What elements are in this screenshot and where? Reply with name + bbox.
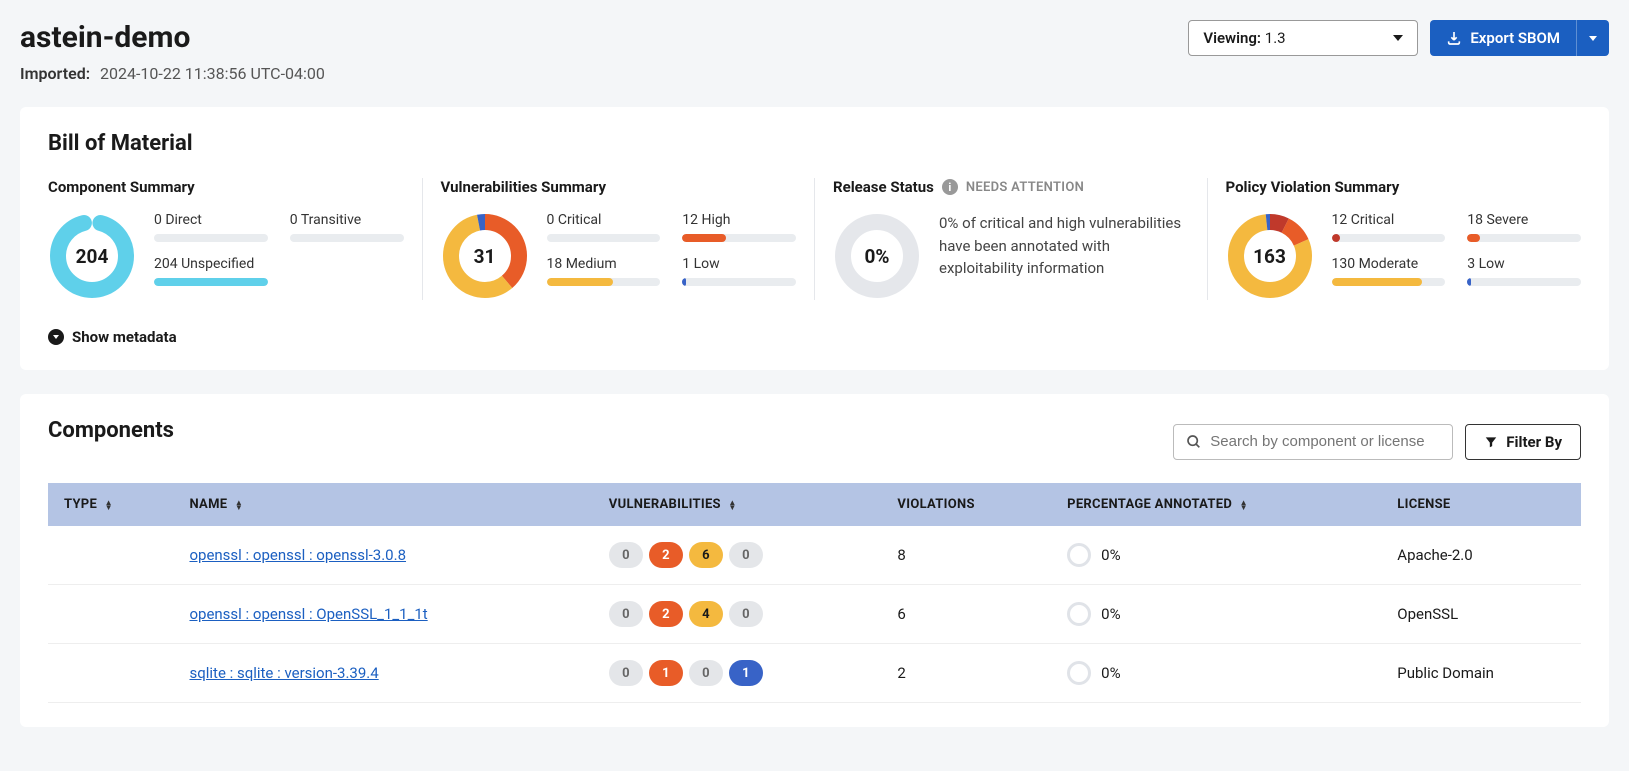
vuln-pill: 1 bbox=[649, 660, 683, 686]
vulnerabilities-summary-block: Vulnerabilities Summary 31 0 Critical 12 … bbox=[423, 178, 815, 300]
license-cell: Public Domain bbox=[1381, 644, 1581, 703]
metric: 130 Moderate bbox=[1332, 256, 1446, 286]
vuln-pill: 2 bbox=[649, 542, 683, 568]
column-header[interactable]: PERCENTAGE ANNOTATED ▲▼ bbox=[1051, 483, 1381, 526]
vuln-donut: 31 bbox=[441, 212, 529, 300]
component-search[interactable] bbox=[1173, 424, 1453, 460]
imported-timestamp: 2024-10-22 11:38:56 UTC-04:00 bbox=[100, 64, 325, 83]
table-header-row: TYPE ▲▼NAME ▲▼VULNERABILITIES ▲▼VIOLATIO… bbox=[48, 483, 1581, 526]
sort-icon: ▲▼ bbox=[1240, 500, 1248, 510]
release-status-badge: NEEDS ATTENTION bbox=[966, 180, 1084, 195]
component-link[interactable]: openssl : openssl : OpenSSL_1_1_1t bbox=[189, 605, 427, 623]
column-header[interactable]: NAME ▲▼ bbox=[173, 483, 592, 526]
component-link[interactable]: sqlite : sqlite : version-3.39.4 bbox=[189, 664, 378, 682]
column-header[interactable]: TYPE ▲▼ bbox=[48, 483, 173, 526]
vuln-pill: 2 bbox=[649, 601, 683, 627]
table-row: openssl : openssl : openssl-3.0.8026080%… bbox=[48, 526, 1581, 585]
export-sbom-button[interactable]: Export SBOM bbox=[1430, 20, 1609, 56]
metric: 12 Critical bbox=[1332, 212, 1446, 242]
search-icon bbox=[1186, 434, 1202, 450]
release-status-block: Release Status i NEEDS ATTENTION 0% 0% o… bbox=[815, 178, 1207, 300]
vuln-pill: 0 bbox=[609, 542, 643, 568]
vuln-pill: 0 bbox=[609, 601, 643, 627]
page-title: astein-demo bbox=[20, 20, 190, 55]
vuln-pill: 1 bbox=[729, 660, 763, 686]
components-title: Components bbox=[48, 418, 174, 443]
pct-value: 0% bbox=[1101, 605, 1120, 623]
export-label: Export SBOM bbox=[1470, 29, 1560, 47]
type-cell bbox=[48, 585, 173, 644]
component-summary-block: Component Summary 204 0 Direct 0 Transiti… bbox=[48, 178, 422, 300]
pct-ring-icon bbox=[1067, 661, 1091, 685]
viewing-value: 1.3 bbox=[1265, 29, 1286, 47]
column-header: VIOLATIONS bbox=[881, 483, 1051, 526]
policy-violation-block: Policy Violation Summary 163 12 Critical… bbox=[1208, 178, 1582, 300]
sort-icon: ▲▼ bbox=[728, 500, 736, 510]
chevron-down-icon bbox=[48, 329, 64, 345]
vuln-pill: 0 bbox=[609, 660, 643, 686]
sort-icon: ▲▼ bbox=[105, 500, 113, 510]
type-cell bbox=[48, 526, 173, 585]
metric: 18 Severe bbox=[1467, 212, 1581, 242]
vuln-pill: 0 bbox=[729, 601, 763, 627]
release-status-title: Release Status bbox=[833, 178, 934, 196]
download-icon bbox=[1446, 30, 1462, 46]
bill-of-material-card: Bill of Material Component Summary 204 0… bbox=[20, 107, 1609, 370]
policy-summary-title: Policy Violation Summary bbox=[1226, 178, 1582, 196]
pct-value: 0% bbox=[1101, 546, 1120, 564]
components-table: TYPE ▲▼NAME ▲▼VULNERABILITIES ▲▼VIOLATIO… bbox=[48, 483, 1581, 703]
vuln-summary-title: Vulnerabilities Summary bbox=[441, 178, 797, 196]
component-summary-title: Component Summary bbox=[48, 178, 404, 196]
pct-ring-icon bbox=[1067, 543, 1091, 567]
vuln-pill: 0 bbox=[689, 660, 723, 686]
metric: 0 Transitive bbox=[290, 212, 404, 242]
show-metadata-toggle[interactable]: Show metadata bbox=[48, 328, 1581, 346]
vuln-pill: 0 bbox=[729, 542, 763, 568]
column-header: LICENSE bbox=[1381, 483, 1581, 526]
chevron-down-icon bbox=[1589, 36, 1597, 41]
chevron-down-icon bbox=[1393, 35, 1403, 41]
pct-value: 0% bbox=[1101, 664, 1120, 682]
version-select[interactable]: Viewing: 1.3 bbox=[1188, 20, 1418, 56]
policy-donut: 163 bbox=[1226, 212, 1314, 300]
metric: 3 Low bbox=[1467, 256, 1581, 286]
violations-cell: 6 bbox=[881, 585, 1051, 644]
imported-label: Imported: bbox=[20, 64, 90, 83]
sort-icon: ▲▼ bbox=[235, 500, 243, 510]
filter-by-button[interactable]: Filter By bbox=[1465, 424, 1581, 460]
metric: 0 Critical bbox=[547, 212, 661, 242]
metric: 1 Low bbox=[682, 256, 796, 286]
export-dropdown-toggle[interactable] bbox=[1576, 20, 1609, 56]
metric: 204 Unspecified bbox=[154, 256, 268, 286]
type-cell bbox=[48, 644, 173, 703]
pct-ring-icon bbox=[1067, 602, 1091, 626]
metric: 18 Medium bbox=[547, 256, 661, 286]
release-donut: 0% bbox=[833, 212, 921, 300]
violations-cell: 2 bbox=[881, 644, 1051, 703]
column-header[interactable]: VULNERABILITIES ▲▼ bbox=[593, 483, 882, 526]
bom-title: Bill of Material bbox=[48, 131, 1581, 156]
component-link[interactable]: openssl : openssl : openssl-3.0.8 bbox=[189, 546, 406, 564]
info-icon[interactable]: i bbox=[942, 179, 958, 195]
components-card: Components Filter By TYPE ▲▼NAME ▲▼VULNE… bbox=[20, 394, 1609, 727]
table-row: openssl : openssl : OpenSSL_1_1_1t024060… bbox=[48, 585, 1581, 644]
violations-cell: 8 bbox=[881, 526, 1051, 585]
metric: 12 High bbox=[682, 212, 796, 242]
component-donut: 204 bbox=[48, 212, 136, 300]
table-row: sqlite : sqlite : version-3.39.4010120%P… bbox=[48, 644, 1581, 703]
search-input[interactable] bbox=[1210, 433, 1440, 450]
vuln-pill: 6 bbox=[689, 542, 723, 568]
vuln-pill: 4 bbox=[689, 601, 723, 627]
filter-icon bbox=[1484, 435, 1498, 449]
license-cell: Apache-2.0 bbox=[1381, 526, 1581, 585]
license-cell: OpenSSL bbox=[1381, 585, 1581, 644]
viewing-label: Viewing: bbox=[1203, 29, 1261, 47]
metric: 0 Direct bbox=[154, 212, 268, 242]
release-status-text: 0% of critical and high vulnerabilities … bbox=[939, 212, 1189, 280]
